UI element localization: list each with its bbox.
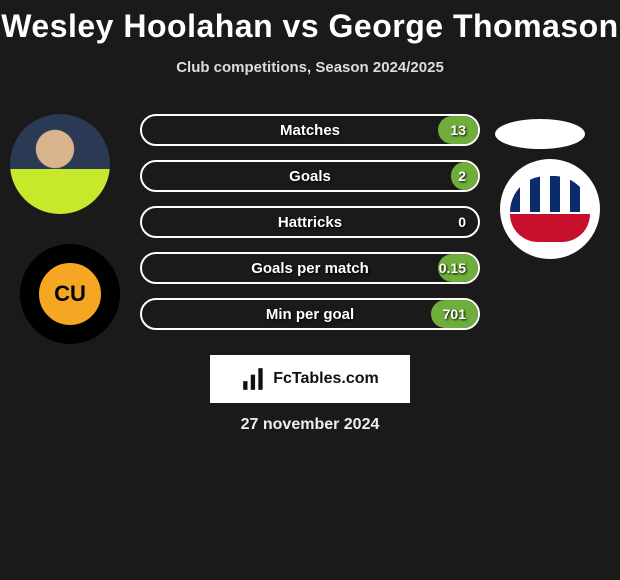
stat-bar-goals-per-match: Goals per match 0.15	[140, 252, 480, 284]
club-left-logo: CU	[20, 244, 120, 344]
stat-bar-hattricks: Hattricks 0	[140, 206, 480, 238]
comparison-panel: CU Matches 13 Goals 2 Hattricks 0 Goals …	[0, 104, 620, 364]
stat-bar-matches: Matches 13	[140, 114, 480, 146]
bar-chart-icon	[241, 366, 267, 392]
club-right-logo-ribbon	[510, 214, 590, 242]
date-text: 27 november 2024	[0, 416, 620, 434]
stat-value: 13	[450, 122, 466, 138]
stat-label: Goals per match	[142, 260, 478, 277]
stat-label: Hattricks	[142, 214, 478, 231]
stat-label: Min per goal	[142, 306, 478, 323]
stat-value: 2	[458, 168, 466, 184]
stat-value: 0	[458, 214, 466, 230]
page-title: Wesley Hoolahan vs George Thomason	[0, 0, 620, 45]
club-left-abbr: CU	[35, 259, 105, 329]
brand-text: FcTables.com	[273, 370, 379, 388]
stat-bar-goals: Goals 2	[140, 160, 480, 192]
stat-bar-min-per-goal: Min per goal 701	[140, 298, 480, 330]
stat-bars: Matches 13 Goals 2 Hattricks 0 Goals per…	[140, 114, 480, 344]
club-right-logo-stripes	[510, 176, 590, 212]
brand-box[interactable]: FcTables.com	[210, 355, 410, 403]
stat-value: 701	[443, 306, 466, 322]
subtitle: Club competitions, Season 2024/2025	[0, 59, 620, 76]
stat-label: Goals	[142, 168, 478, 185]
stat-label: Matches	[142, 122, 478, 139]
player-left-photo	[10, 114, 110, 214]
club-right-logo	[500, 159, 600, 259]
player-right-photo	[495, 119, 585, 149]
stat-value: 0.15	[439, 260, 466, 276]
